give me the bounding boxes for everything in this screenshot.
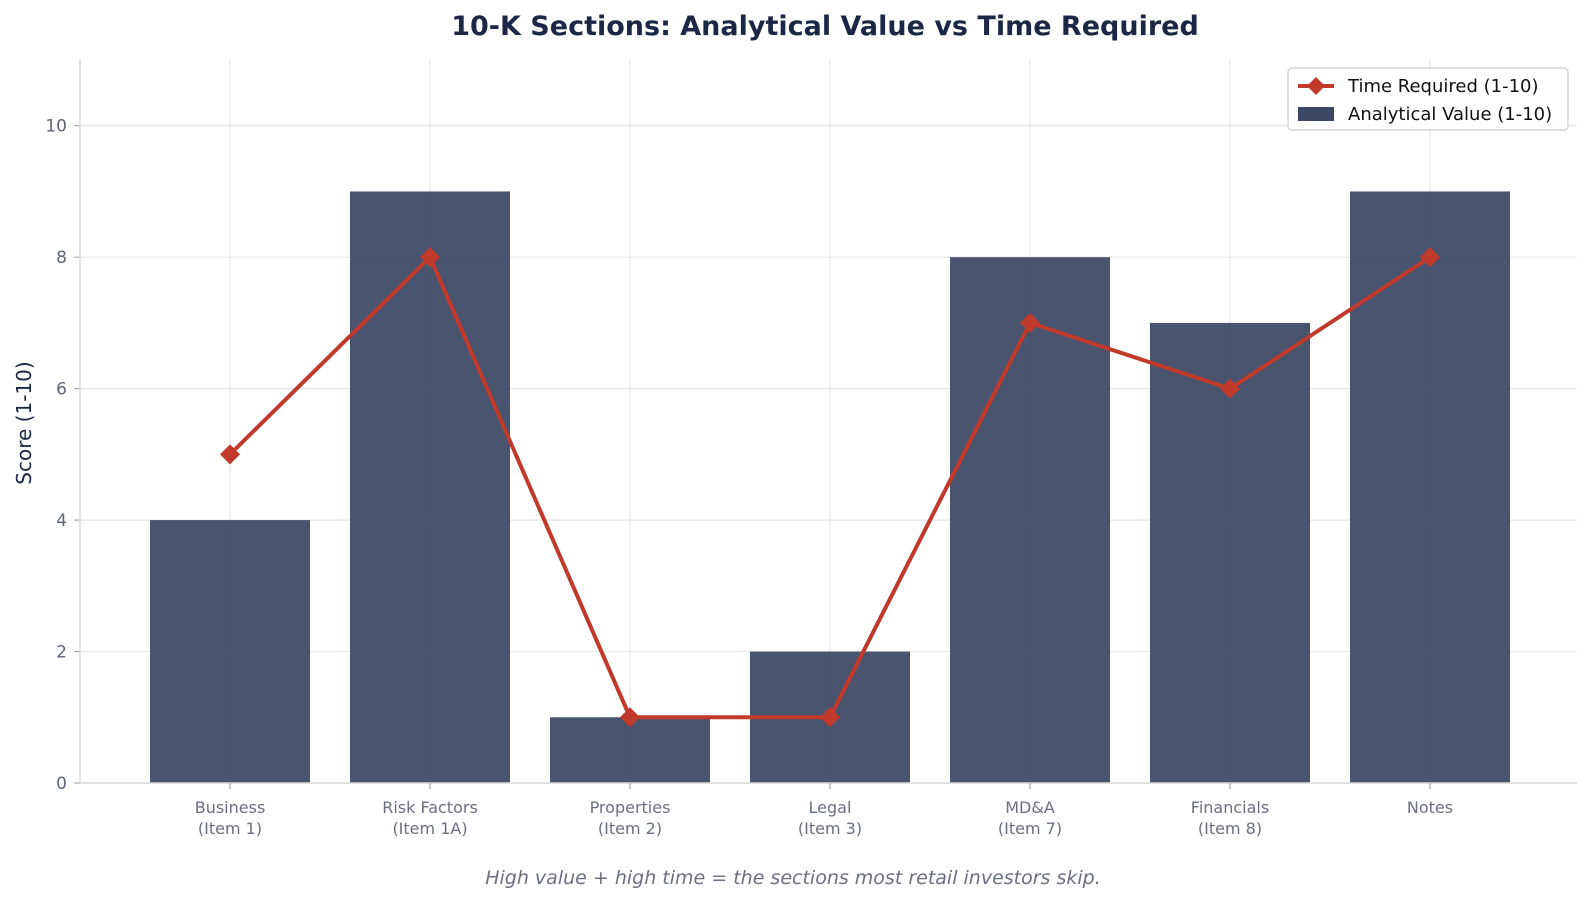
legend-label-analytical-value: Analytical Value (1-10) [1348,104,1552,125]
legend-box [1287,67,1569,131]
bar-analytical-value [150,520,310,783]
legend-bar-swatch [1298,107,1334,121]
axes [74,60,1577,789]
bar-analytical-value [1150,322,1310,783]
y-tick-label: 2 [56,643,67,663]
x-tick-label: Business (Item 1) [195,798,266,838]
bar-analytical-value [1350,191,1510,784]
line-series [220,247,1440,728]
bar-analytical-value [550,717,710,783]
legend: Time Required (1-10) Analytical Value (1-… [1287,67,1569,131]
x-tick-label: Notes [1407,798,1453,817]
marker-time-required [1020,312,1040,333]
y-tick-label: 6 [56,380,67,400]
bar-analytical-value [950,257,1110,783]
x-tick-label: Legal (Item 3) [798,798,862,838]
bar-analytical-value [350,191,510,784]
y-tick-label: 8 [56,248,67,268]
marker-time-required [1220,378,1240,399]
bar-series [150,191,1510,784]
x-tick-label: Financials (Item 8) [1191,798,1269,838]
x-tick-label: MD&A (Item 7) [998,798,1062,838]
marker-time-required [220,444,240,465]
legend-label-time-required: Time Required (1-10) [1347,76,1539,97]
x-tick-label: Properties (Item 2) [590,798,671,838]
y-tick-label: 4 [56,511,67,531]
chart-caption: High value + high time = the sections mo… [485,867,1101,889]
chart-title: 10-K Sections: Analytical Value vs Time … [451,11,1199,42]
legend-diamond-swatch [1307,77,1325,95]
marker-time-required [620,707,640,728]
marker-time-required [820,707,840,728]
marker-time-required [420,247,440,268]
y-axis-label: Score (1-10) [12,361,36,484]
marker-time-required [1420,247,1440,268]
y-tick-label: 0 [56,774,67,794]
tick-labels: 0 2 4 6 8 10 Business (Item 1) Risk Factors (Item… [45,117,1453,838]
x-tick-label: Risk Factors (Item 1A) [382,798,478,838]
y-tick-label: 10 [45,117,67,137]
